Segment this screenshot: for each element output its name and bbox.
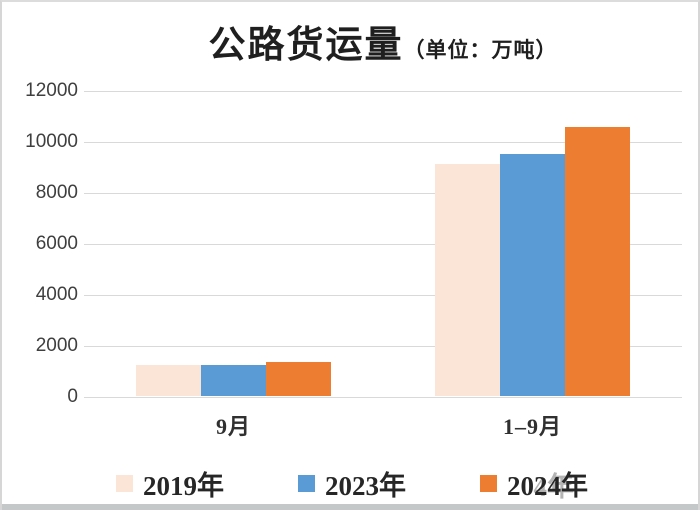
y-tick-label: 12000: [25, 80, 78, 101]
bar-2024年-9月: [266, 362, 331, 396]
legend-swatch-icon: [116, 475, 133, 492]
gridline: [84, 142, 682, 143]
y-tick-label: 10000: [25, 131, 78, 152]
y-tick-label: 4000: [35, 284, 78, 305]
bar-2023年-9月: [201, 365, 266, 396]
bar-2023年-1–9月: [500, 153, 565, 396]
legend-item-2023年: 2023年: [298, 464, 406, 503]
gridline: [84, 346, 682, 347]
legend-label: 2019年: [143, 471, 224, 501]
gridline: [84, 397, 682, 398]
y-tick-label: 2000: [35, 335, 78, 356]
legend-label: 2024年: [507, 471, 588, 501]
legend-item-2024年: 2024年 4年: [480, 464, 588, 503]
legend-label: 2023年: [325, 471, 406, 501]
gridline: [84, 244, 682, 245]
legend: 2019年 2023年 2024年 4年: [2, 464, 698, 503]
plot-area: [84, 91, 682, 398]
chart-title-unit: （单位：万吨）: [403, 38, 558, 62]
legend-item-2019年: 2019年: [116, 464, 224, 503]
y-tick-label: 8000: [35, 182, 78, 203]
bar-2024年-1–9月: [565, 126, 630, 396]
gridline: [84, 193, 682, 194]
gridline: [84, 91, 682, 92]
gridline: [84, 295, 682, 296]
bar-2019年-1–9月: [435, 163, 500, 396]
bar-2019年-9月: [136, 365, 201, 396]
y-tick-label: 6000: [35, 233, 78, 254]
x-category-label: 9月: [215, 414, 251, 439]
x-category-label: 1–9月: [502, 414, 562, 439]
legend-swatch-icon: [298, 475, 315, 492]
chart-title: 公路货运量（单位：万吨）: [84, 14, 682, 68]
y-tick-label: 0: [67, 386, 78, 407]
chart-title-main: 公路货运量: [208, 25, 404, 66]
bottom-border-band: [2, 504, 698, 510]
legend-swatch-icon: [480, 475, 497, 492]
